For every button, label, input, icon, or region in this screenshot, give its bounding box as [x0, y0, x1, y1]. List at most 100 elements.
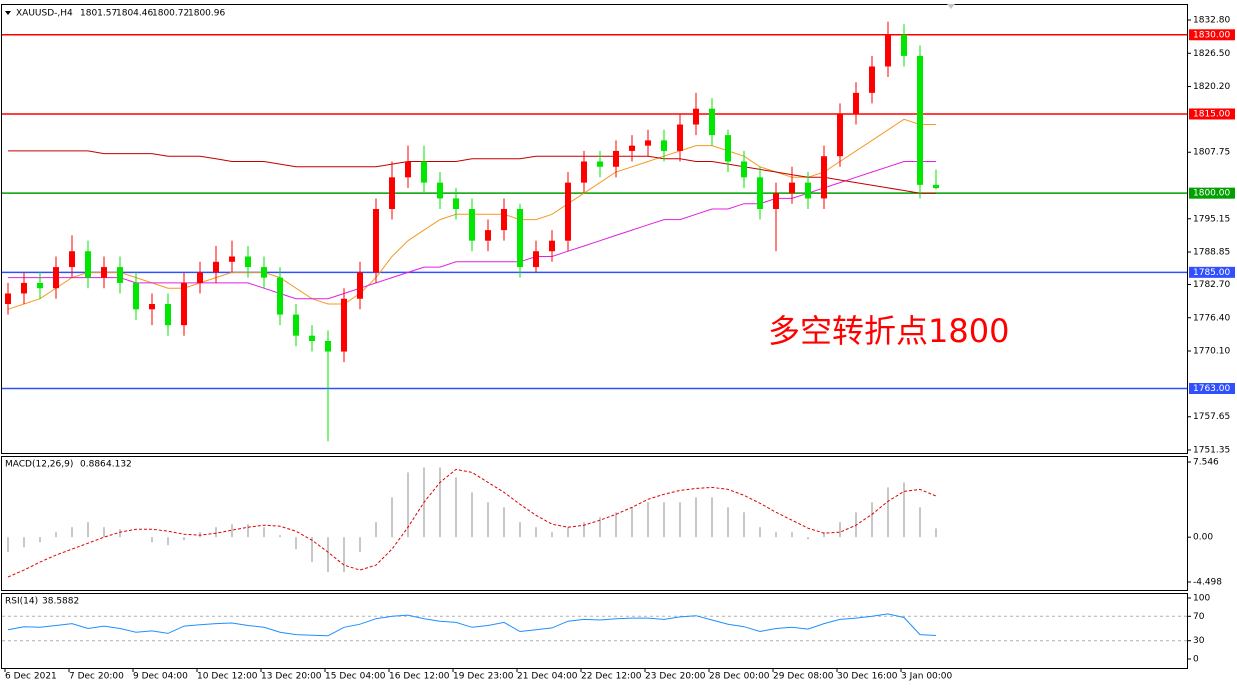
main-panel: [1, 4, 1188, 454]
candle-body: [709, 108, 715, 136]
candle-body: [533, 251, 539, 268]
candle-body: [309, 335, 315, 341]
candle-body: [565, 182, 571, 241]
candle-body: [581, 161, 587, 183]
candle-body: [53, 267, 59, 289]
candle-body: [885, 34, 891, 67]
x-tick-label: 21 Dec 04:00: [517, 672, 578, 682]
ohlc-low: 1800.72: [152, 9, 189, 19]
candle-body: [261, 267, 267, 278]
level-label-box: [1189, 29, 1235, 41]
candle-body: [69, 251, 75, 268]
candle-body: [629, 145, 635, 151]
y-tick-label: 1776.40: [1193, 313, 1230, 323]
candle-body: [421, 161, 427, 183]
x-tick-label: 15 Dec 04:00: [325, 672, 386, 682]
shift-marker: [947, 4, 955, 9]
candle-body: [181, 282, 187, 326]
candle-body: [789, 182, 795, 194]
candle-body: [645, 140, 651, 146]
candle-body: [837, 113, 843, 157]
candle-body: [517, 208, 523, 268]
candle-body: [469, 208, 475, 241]
x-tick-label: 16 Dec 12:00: [389, 672, 450, 682]
y-tick-label: 1770.10: [1193, 347, 1230, 357]
candle-body: [149, 304, 155, 310]
y-tick-label: 1807.75: [1193, 148, 1230, 158]
candle-body: [485, 230, 491, 241]
candle-body: [693, 108, 699, 125]
y-tick-label: 1788.85: [1193, 248, 1230, 258]
y-tick-label: 1782.70: [1193, 280, 1230, 290]
candle-body: [549, 240, 555, 252]
rsi-line: [7, 613, 937, 637]
candle-body: [277, 277, 283, 315]
candle-body: [213, 261, 219, 273]
y-tick-label: 1795.15: [1193, 214, 1230, 224]
candle-body: [85, 251, 91, 278]
x-tick-label: 30 Dec 16:00: [837, 672, 898, 682]
candle-body: [101, 267, 107, 278]
x-tick-label: 10 Dec 12:00: [197, 672, 258, 682]
candle-body: [725, 135, 731, 162]
candle-body: [437, 182, 443, 199]
candle-body: [21, 282, 27, 294]
macd-panel: [1, 456, 1188, 591]
candle-body: [741, 161, 747, 178]
level-label: 1763.00: [1193, 384, 1230, 394]
level-label: 1815.00: [1193, 109, 1230, 119]
signal-line: [7, 468, 937, 578]
x-tick-label: 3 Jan 00:00: [901, 672, 953, 682]
moving-average: [8, 161, 936, 300]
candle-body: [917, 55, 923, 185]
candle-body: [805, 182, 811, 199]
candle-body: [5, 293, 11, 305]
y-tick-label: 100: [1193, 594, 1210, 604]
y-tick-label: 1751.35: [1193, 446, 1230, 456]
candle-body: [293, 314, 299, 336]
y-tick-label: 7.546: [1193, 458, 1219, 468]
ohlc-high: 1804.46: [116, 9, 153, 19]
x-tick-label: 19 Dec 23:00: [453, 672, 514, 682]
menu-arrow[interactable]: [5, 11, 11, 15]
macd-value: 0.886: [80, 460, 106, 470]
symbol-title: XAUUSD-,H4: [16, 9, 73, 19]
candle-body: [245, 256, 251, 268]
ohlc-close: 1800.96: [188, 9, 225, 19]
y-tick-label: 30: [1193, 636, 1205, 646]
y-tick-label: -4.498: [1193, 578, 1222, 588]
candle-body: [325, 340, 331, 352]
candle-body: [165, 304, 171, 326]
candle-body: [373, 208, 379, 273]
ohlc-open: 1801.57: [80, 9, 117, 19]
candle-body: [933, 184, 939, 189]
rsi-title: RSI(14): [5, 597, 38, 607]
candle-body: [821, 156, 827, 199]
candle-body: [341, 298, 347, 352]
rsi-value: 38.5882: [42, 597, 79, 607]
y-tick-label: 1820.20: [1193, 82, 1230, 92]
candle-body: [501, 208, 507, 231]
y-tick-label: 0.00: [1193, 533, 1213, 543]
candle-body: [453, 198, 459, 209]
candle-body: [613, 150, 619, 167]
level-label: 1785.00: [1193, 268, 1230, 278]
level-label-box: [1189, 108, 1235, 120]
macd-title: MACD(12,26,9): [5, 460, 73, 470]
signal-value: 4.132: [106, 460, 132, 470]
x-tick-label: 23 Dec 20:00: [645, 672, 706, 682]
annotation: 多空转折点1800: [768, 312, 1009, 350]
x-tick-label: 7 Dec 20:00: [69, 672, 124, 682]
level-label-box: [1189, 266, 1235, 278]
y-tick-label: 1832.80: [1193, 16, 1230, 26]
candle-body: [229, 256, 235, 262]
candle-body: [405, 161, 411, 178]
candle-body: [197, 272, 203, 283]
x-tick-label: 22 Dec 12:00: [581, 672, 642, 682]
level-label-box: [1189, 187, 1235, 199]
level-label: 1800.00: [1193, 189, 1230, 199]
x-tick-label: 9 Dec 04:00: [133, 672, 188, 682]
candle-body: [661, 140, 667, 151]
candle-body: [773, 193, 779, 209]
